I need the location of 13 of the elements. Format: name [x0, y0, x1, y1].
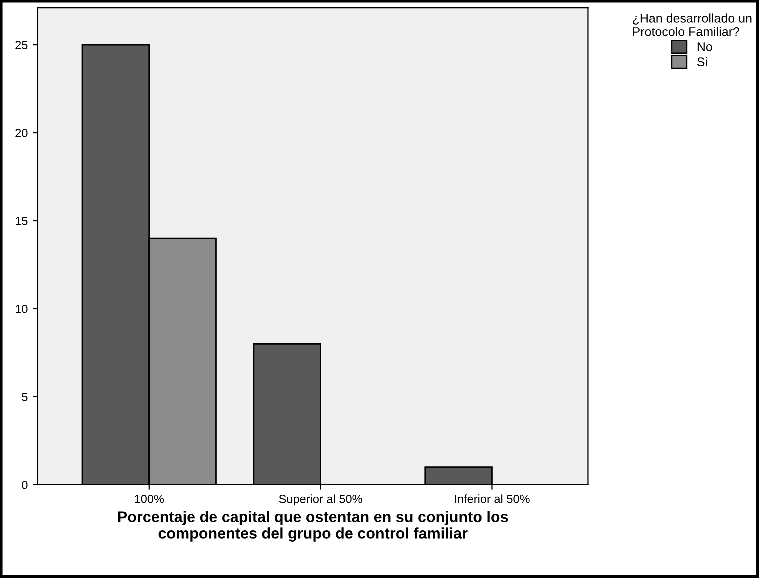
- x-axis-title: Porcentaje de capital que ostentan en su conjunto los componentes del grupo de control familiar: [118, 511, 508, 542]
- legend-title: ¿Han desarrollado un Protocolo Familiar?: [633, 14, 752, 36]
- y-tick-label: 0: [22, 480, 28, 490]
- x-tick-label: Superior al 50%: [279, 494, 362, 506]
- y-tick-label: 20: [16, 129, 28, 138]
- y-tick-label: 25: [16, 41, 28, 50]
- x-tick-label: Inferior al 50%: [455, 494, 530, 504]
- y-tick-label: 10: [16, 305, 28, 314]
- x-tick-label: 100%: [135, 494, 164, 504]
- legend-label: No: [698, 42, 712, 52]
- y-tick-label: 15: [16, 217, 28, 226]
- legend-label: Si: [697, 57, 708, 67]
- y-tick-label: 5: [22, 393, 28, 402]
